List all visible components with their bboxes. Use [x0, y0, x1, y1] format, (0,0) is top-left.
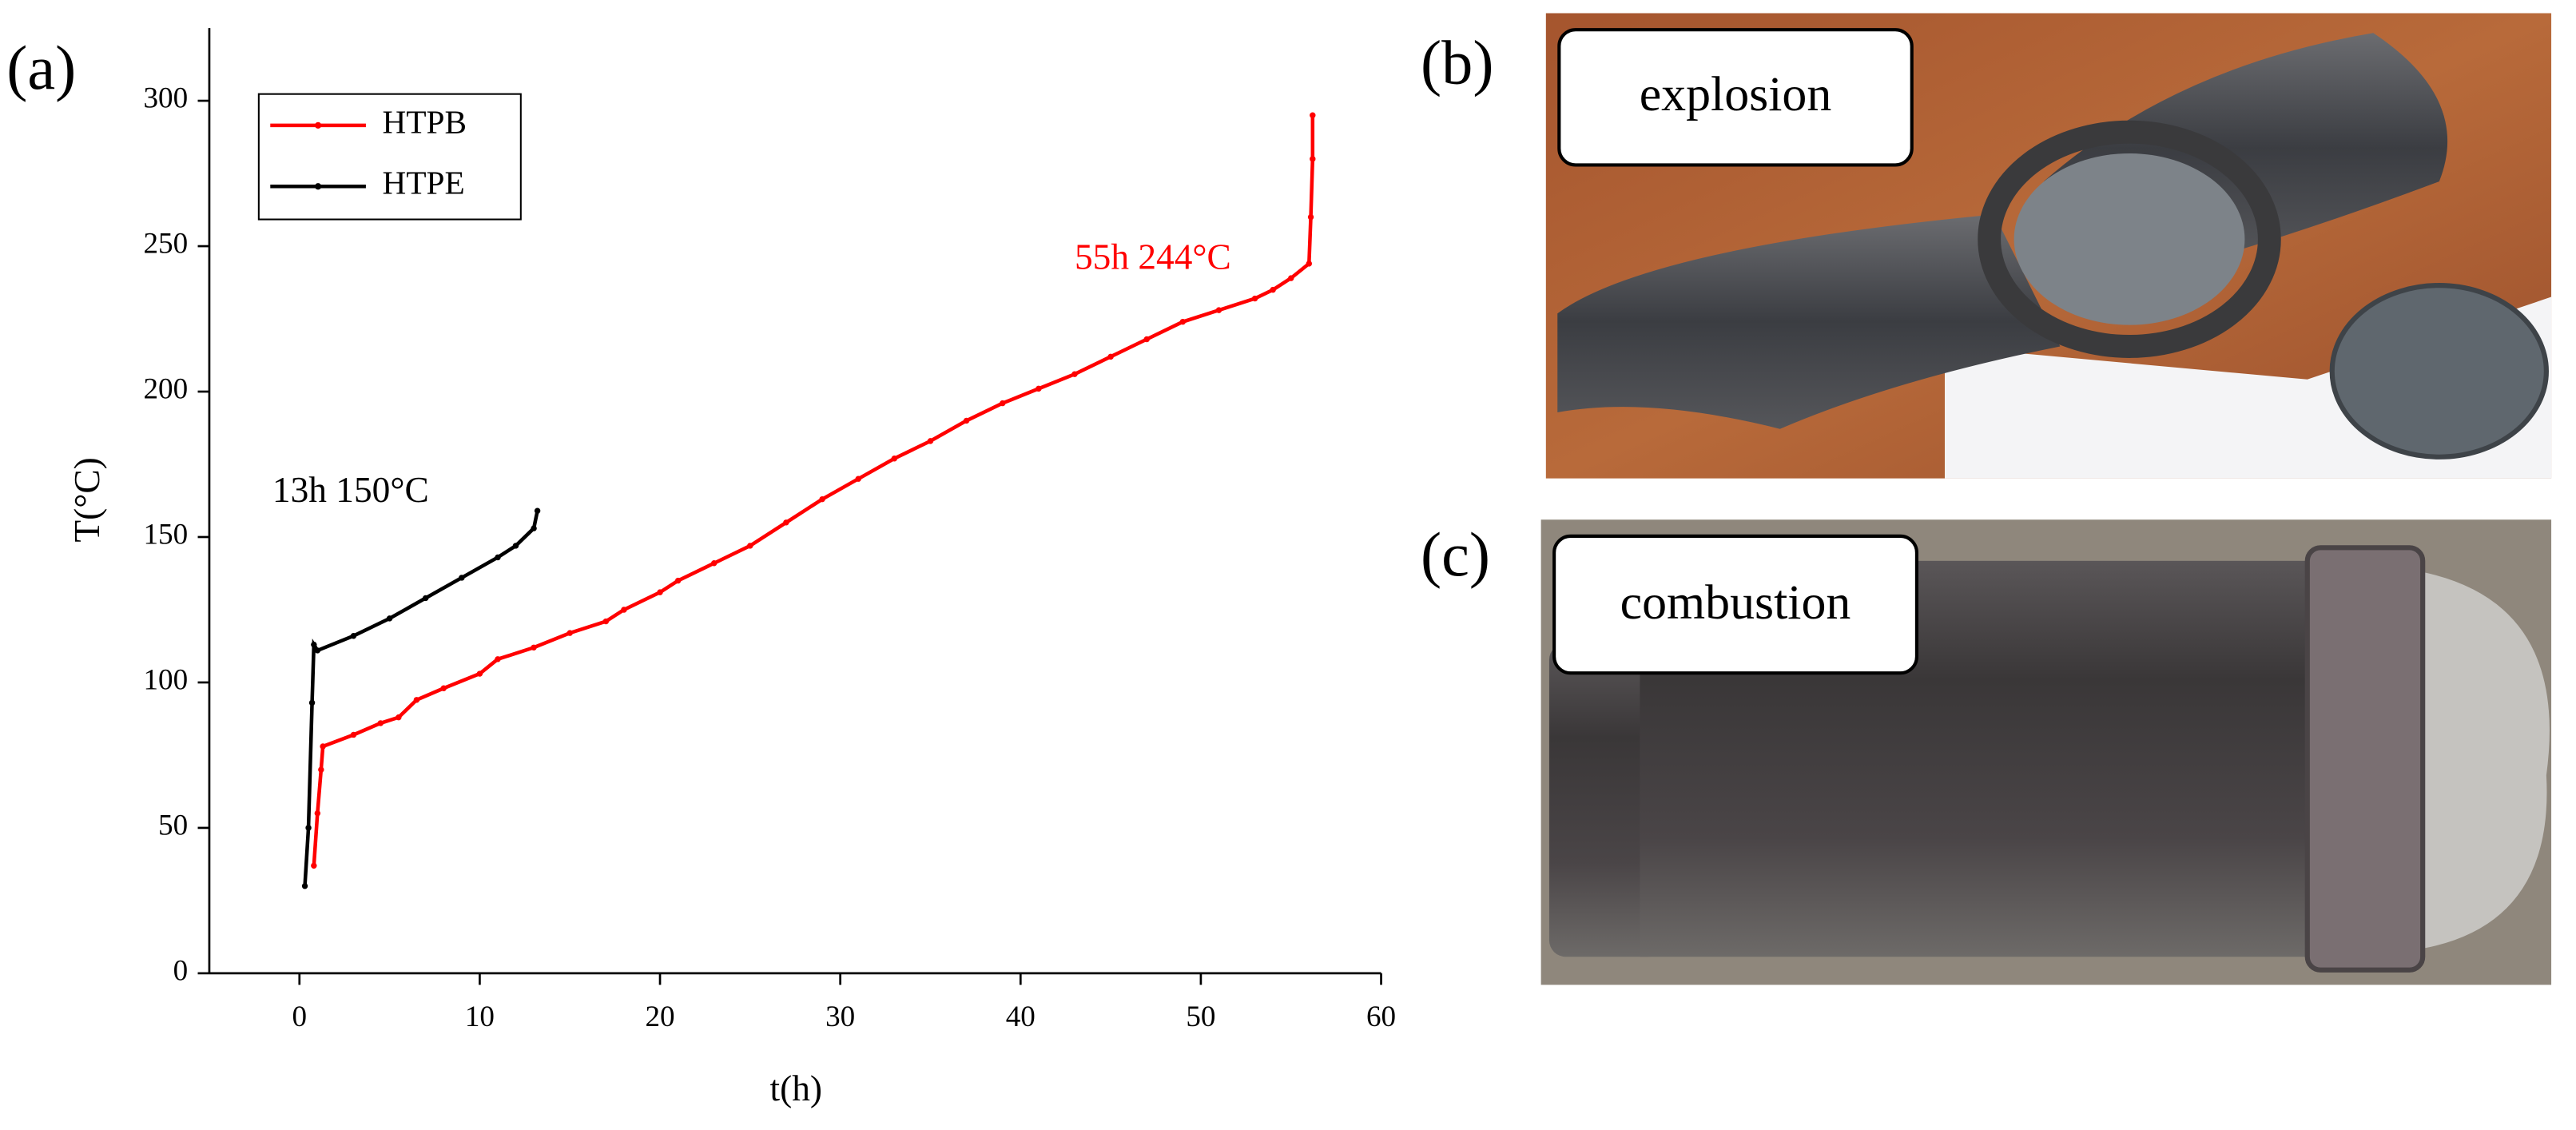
cylinder-ring — [2304, 545, 2426, 973]
point — [531, 644, 537, 651]
photo-combustion: combustion (c) — [1421, 519, 2552, 985]
x-axis-label: t(h) — [770, 1068, 822, 1108]
ring — [1978, 120, 2281, 358]
point — [1251, 295, 1258, 302]
point — [396, 714, 402, 721]
x-tick-label: 40 — [1006, 1001, 1036, 1033]
legend-marker — [314, 121, 322, 129]
point — [657, 589, 663, 595]
point — [674, 577, 682, 584]
point — [1310, 112, 1316, 118]
annotation: 55h 244°C — [1075, 237, 1231, 277]
panel-label: (c) — [1421, 519, 1490, 589]
photo-explosion: explosion (b) — [1421, 13, 2552, 479]
point — [495, 656, 501, 662]
point — [602, 618, 610, 625]
point — [305, 825, 312, 831]
ring-inner — [2013, 153, 2245, 325]
point — [1310, 156, 1316, 162]
point — [459, 575, 465, 581]
y-tick-label: 150 — [143, 518, 188, 551]
y-axis-label: T(°C) — [67, 457, 107, 542]
cylinder-end — [1548, 643, 1665, 957]
y-tick-label: 50 — [158, 809, 188, 842]
point — [1270, 286, 1276, 293]
legend-marker — [314, 183, 322, 190]
point — [377, 720, 384, 726]
x-tick-label: 50 — [1186, 1001, 1215, 1033]
x-tick-label: 60 — [1366, 1001, 1396, 1033]
point — [1307, 213, 1314, 221]
point — [1071, 371, 1078, 377]
chart: (a) t(h) T(°C) 0 10 20 30 40 50 60 0 50 100 150 200… — [6, 28, 1396, 1108]
point — [621, 607, 627, 613]
point — [963, 417, 970, 424]
point — [423, 595, 429, 602]
y-tick-label: 250 — [143, 228, 188, 261]
point — [512, 543, 519, 549]
point — [301, 883, 308, 889]
panel-label: (a) — [6, 33, 76, 102]
point — [927, 438, 934, 444]
y-tick-label: 0 — [173, 954, 189, 987]
point — [495, 554, 501, 561]
point — [386, 615, 393, 622]
point — [311, 862, 317, 869]
point — [350, 633, 357, 639]
caption-box — [1552, 534, 1918, 675]
series-line — [312, 115, 1315, 866]
point — [314, 810, 321, 817]
legend-label: HTPB — [383, 103, 467, 140]
point — [318, 766, 324, 773]
x-tick-label: 0 — [292, 1001, 307, 1033]
point — [566, 630, 573, 636]
point — [1215, 307, 1222, 313]
point — [476, 670, 483, 677]
photo-caption: combustion — [1620, 575, 1851, 630]
point — [311, 641, 317, 648]
point — [1143, 336, 1150, 343]
point — [1036, 385, 1042, 392]
x-tick-label: 30 — [825, 1001, 855, 1033]
point — [747, 543, 753, 549]
point — [819, 495, 825, 503]
point — [783, 519, 789, 526]
point — [531, 525, 537, 531]
shard — [1557, 214, 2061, 429]
panel-label: (b) — [1421, 28, 1493, 97]
point — [1000, 400, 1006, 407]
point — [320, 743, 326, 750]
point — [350, 731, 357, 738]
photo-caption: explosion — [1640, 67, 1832, 121]
x-tick-label: 10 — [465, 1001, 495, 1033]
legend-label: HTPE — [383, 165, 465, 201]
caption-box — [1557, 28, 1914, 167]
point — [314, 647, 321, 654]
y-tick-label: 100 — [143, 663, 188, 696]
residue — [2406, 569, 2550, 949]
point — [891, 456, 898, 462]
point — [711, 560, 718, 567]
point — [1107, 353, 1114, 360]
point — [1306, 261, 1313, 267]
y-tick-label: 200 — [143, 373, 188, 406]
point — [440, 685, 447, 691]
point — [855, 475, 861, 482]
y-tick-label: 300 — [143, 82, 188, 115]
point — [308, 699, 316, 706]
point — [1288, 275, 1294, 281]
point — [534, 507, 541, 514]
x-tick-label: 20 — [645, 1001, 674, 1033]
point — [413, 697, 420, 703]
annotation: 13h 150°C — [272, 470, 429, 510]
disc — [2329, 283, 2549, 460]
legend-box — [257, 93, 522, 221]
point — [1179, 318, 1187, 325]
